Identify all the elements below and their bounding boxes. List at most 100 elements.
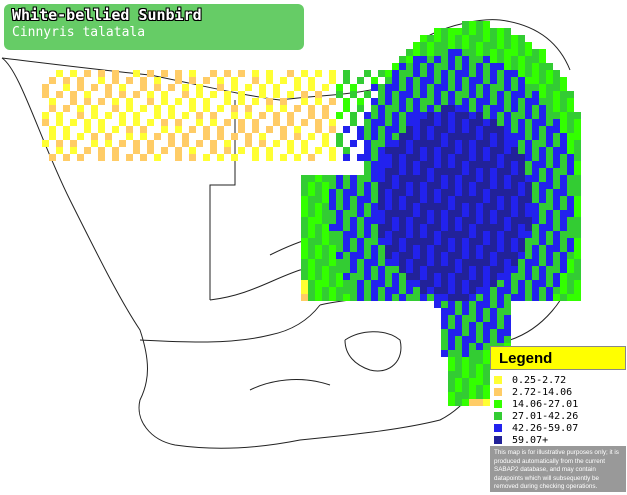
occurrence-cell [420, 70, 427, 77]
occurrence-cell [350, 112, 357, 119]
occurrence-cell [476, 70, 483, 77]
occurrence-cell [553, 112, 560, 119]
occurrence-cell [378, 91, 385, 98]
occurrence-cell [336, 217, 343, 224]
occurrence-cell [434, 56, 441, 63]
occurrence-cell [252, 126, 259, 133]
occurrence-cell [448, 133, 455, 140]
occurrence-cell [476, 217, 483, 224]
occurrence-cell [308, 210, 315, 217]
legend-item: 59.07+ [494, 434, 622, 446]
occurrence-cell [441, 105, 448, 112]
occurrence-cell [378, 252, 385, 259]
occurrence-cell [532, 147, 539, 154]
occurrence-cell [315, 252, 322, 259]
occurrence-cell [336, 112, 343, 119]
occurrence-cell [154, 77, 161, 84]
occurrence-cell [497, 175, 504, 182]
occurrence-cell [350, 238, 357, 245]
occurrence-cell [357, 175, 364, 182]
occurrence-cell [434, 294, 441, 301]
legend-swatch [494, 388, 502, 396]
occurrence-cell [448, 245, 455, 252]
occurrence-cell [574, 210, 581, 217]
occurrence-cell [546, 175, 553, 182]
occurrence-cell [406, 126, 413, 133]
occurrence-cell [476, 273, 483, 280]
occurrence-cell [476, 42, 483, 49]
occurrence-cell [455, 399, 462, 406]
occurrence-cell [266, 126, 273, 133]
occurrence-cell [511, 70, 518, 77]
occurrence-cell [469, 35, 476, 42]
occurrence-cell [350, 294, 357, 301]
occurrence-cell [364, 119, 371, 126]
occurrence-cell [518, 161, 525, 168]
occurrence-cell [378, 273, 385, 280]
occurrence-cell [420, 56, 427, 63]
occurrence-cell [203, 77, 210, 84]
occurrence-cell [357, 273, 364, 280]
occurrence-cell [91, 140, 98, 147]
occurrence-cell [518, 84, 525, 91]
occurrence-cell [462, 112, 469, 119]
occurrence-cell [525, 161, 532, 168]
legend-label: 59.07+ [512, 434, 549, 446]
occurrence-cell [175, 119, 182, 126]
occurrence-cell [476, 231, 483, 238]
occurrence-cell [525, 126, 532, 133]
occurrence-cell [378, 182, 385, 189]
occurrence-cell [329, 175, 336, 182]
occurrence-cell [385, 77, 392, 84]
occurrence-cell [462, 273, 469, 280]
occurrence-cell [532, 140, 539, 147]
occurrence-cell [301, 70, 308, 77]
occurrence-cell [231, 133, 238, 140]
occurrence-cell [490, 49, 497, 56]
occurrence-cell [371, 161, 378, 168]
occurrence-cell [413, 112, 420, 119]
occurrence-cell [476, 336, 483, 343]
occurrence-cell [413, 161, 420, 168]
occurrence-cell [553, 84, 560, 91]
occurrence-cell [532, 112, 539, 119]
occurrence-cell [364, 168, 371, 175]
occurrence-cell [420, 140, 427, 147]
occurrence-cell [301, 287, 308, 294]
occurrence-cell [462, 91, 469, 98]
occurrence-cell [364, 210, 371, 217]
occurrence-cell [371, 231, 378, 238]
occurrence-cell [574, 168, 581, 175]
occurrence-cell [532, 70, 539, 77]
occurrence-cell [567, 203, 574, 210]
occurrence-cell [413, 196, 420, 203]
occurrence-cell [434, 273, 441, 280]
occurrence-cell [364, 252, 371, 259]
occurrence-cell [553, 91, 560, 98]
occurrence-cell [189, 105, 196, 112]
occurrence-cell [49, 105, 56, 112]
occurrence-cell [210, 147, 217, 154]
occurrence-cell [567, 119, 574, 126]
occurrence-cell [567, 266, 574, 273]
occurrence-cell [392, 140, 399, 147]
occurrence-cell [483, 217, 490, 224]
occurrence-cell [483, 56, 490, 63]
occurrence-cell [98, 147, 105, 154]
occurrence-cell [420, 126, 427, 133]
occurrence-cell [476, 98, 483, 105]
occurrence-cell [483, 126, 490, 133]
occurrence-cell [343, 259, 350, 266]
occurrence-cell [539, 294, 546, 301]
occurrence-cell [210, 91, 217, 98]
occurrence-cell [511, 63, 518, 70]
legend-disclaimer: This map is for illustrative purposes on… [494, 449, 619, 490]
occurrence-cell [490, 315, 497, 322]
occurrence-cell [413, 49, 420, 56]
occurrence-cell [448, 98, 455, 105]
occurrence-cell [462, 147, 469, 154]
occurrence-cell [308, 259, 315, 266]
occurrence-cell [532, 84, 539, 91]
occurrence-cell [357, 217, 364, 224]
occurrence-cell [546, 294, 553, 301]
